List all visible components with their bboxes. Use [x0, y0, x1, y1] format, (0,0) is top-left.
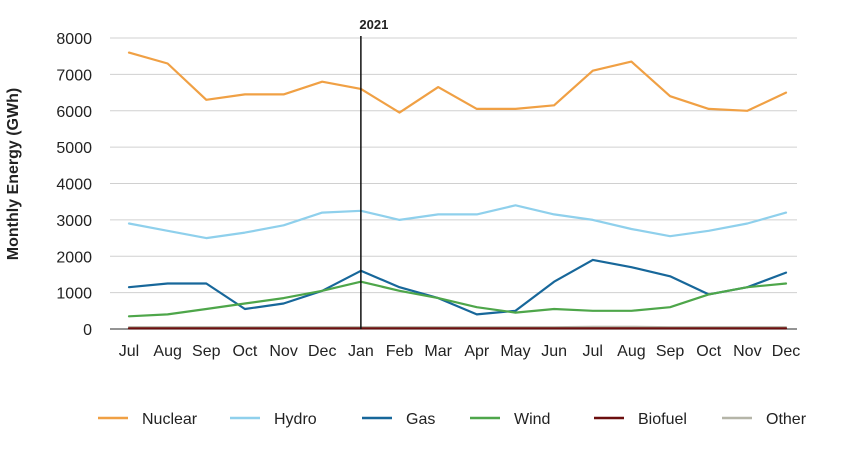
y-tick-label: 8000: [56, 31, 92, 48]
x-tick-label: Jun: [541, 343, 567, 360]
x-tick-label: Feb: [386, 343, 414, 360]
y-tick-label: 7000: [56, 67, 92, 84]
x-tick-label: Oct: [696, 343, 721, 360]
x-tick-label: Jul: [583, 343, 603, 360]
x-tick-label: Apr: [464, 343, 490, 360]
y-axis-label: Monthly Energy (GWh): [5, 88, 22, 260]
x-tick-label: Mar: [424, 343, 452, 360]
year-marker: 2021: [359, 17, 388, 329]
x-tick-label: Nov: [269, 343, 297, 360]
series-line-wind: [127, 280, 788, 318]
x-tick-label: Jul: [119, 343, 139, 360]
y-tick-label: 2000: [56, 249, 92, 266]
legend-label-gas: Gas: [406, 411, 435, 428]
y-tick-label: 4000: [56, 177, 92, 194]
x-tick-label: Nov: [733, 343, 761, 360]
series-lines: [127, 51, 788, 330]
series-line-nuclear: [127, 51, 788, 114]
x-tick-label: Aug: [617, 343, 645, 360]
y-tick-label: 1000: [56, 286, 92, 303]
y-axis-ticks: 0 1000 2000 3000 4000 5000 6000 7000 8000: [56, 31, 92, 339]
x-tick-label: Oct: [232, 343, 257, 360]
y-tick-label: 5000: [56, 140, 92, 157]
x-tick-label: Jan: [348, 343, 374, 360]
series-line-hydro: [127, 204, 788, 240]
x-tick-label: Aug: [153, 343, 181, 360]
legend-label-other: Other: [766, 411, 807, 428]
y-tick-label: 0: [83, 322, 92, 339]
x-tick-label: Dec: [308, 343, 336, 360]
legend-label-nuclear: Nuclear: [142, 411, 198, 428]
gridlines: [110, 37, 797, 330]
x-tick-label: May: [500, 343, 530, 360]
x-tick-label: Dec: [772, 343, 800, 360]
x-tick-label: Sep: [192, 343, 221, 360]
x-axis-ticks: Jul Aug Sep Oct Nov Dec Jan Feb Mar Apr May Jun Jul A…: [119, 343, 800, 360]
legend-label-wind: Wind: [514, 411, 550, 428]
legend: Nuclear Hydro Gas Wind Biofuel Other: [98, 411, 807, 428]
legend-label-biofuel: Biofuel: [638, 411, 687, 428]
year-marker-label: 2021: [359, 17, 388, 32]
y-tick-label: 3000: [56, 213, 92, 230]
x-tick-label: Sep: [656, 343, 685, 360]
legend-label-hydro: Hydro: [274, 411, 317, 428]
y-tick-label: 6000: [56, 104, 92, 121]
